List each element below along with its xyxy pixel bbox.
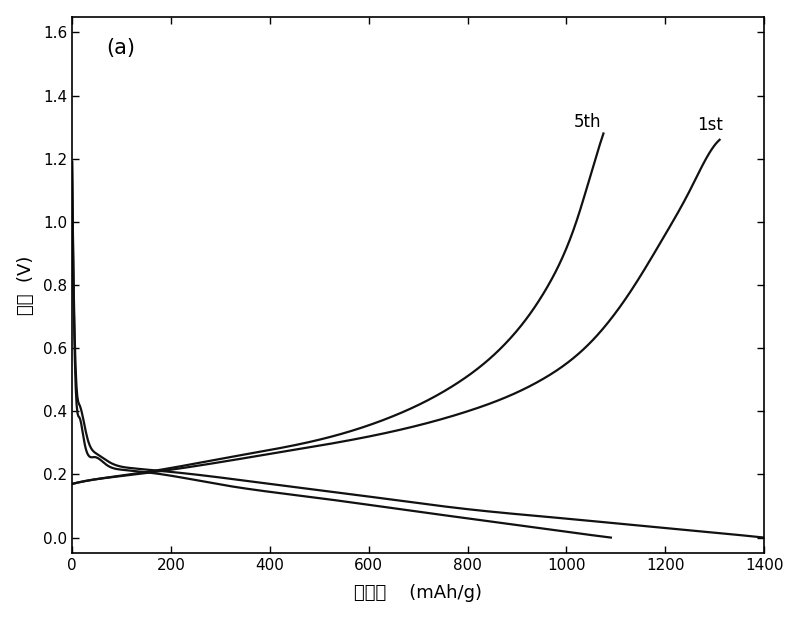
Y-axis label: 电压  (V): 电压 (V) bbox=[17, 255, 34, 314]
Text: 5th: 5th bbox=[574, 113, 602, 131]
X-axis label: 比容量    (mAh/g): 比容量 (mAh/g) bbox=[354, 584, 482, 602]
Text: 1st: 1st bbox=[698, 116, 723, 134]
Text: (a): (a) bbox=[106, 38, 136, 58]
